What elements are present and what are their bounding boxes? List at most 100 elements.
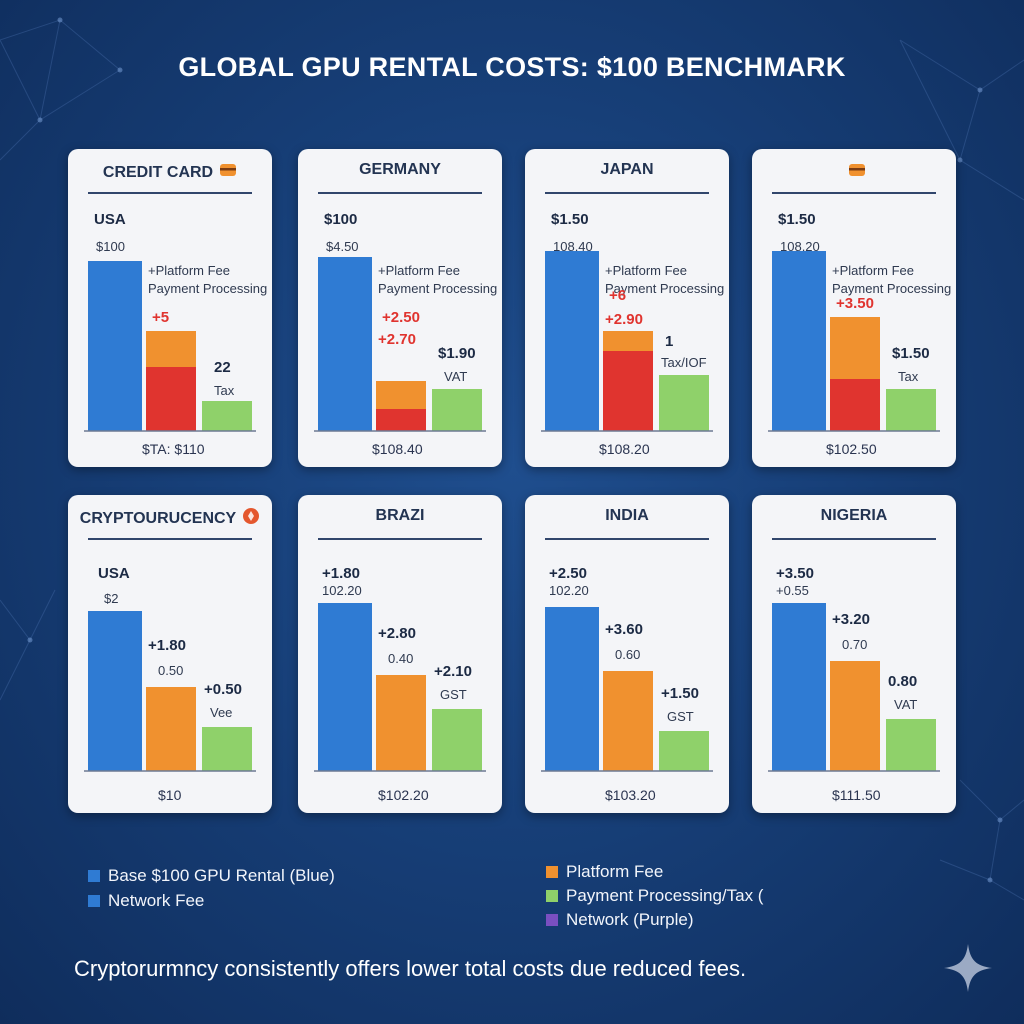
panel-title-rule — [318, 538, 482, 540]
annotation-platform-fee: +Platform Fee — [605, 263, 688, 278]
total-label: $102.20 — [378, 787, 429, 803]
platform-value-label: +2.80 — [378, 625, 416, 642]
bar-base-rental — [318, 257, 372, 431]
platform-value-label: +3.20 — [832, 611, 870, 628]
panel-title-wrap: INDIA — [525, 507, 729, 525]
panel-title-wrap: CRYPTOURUCENCY — [68, 507, 272, 528]
panel-subtitle: $1.50 — [778, 211, 816, 228]
panel-title: CREDIT CARD — [102, 164, 214, 181]
panel-title-rule — [545, 192, 709, 194]
fee-value-label: +1.50 — [661, 685, 699, 702]
bar-platform-fee — [376, 381, 426, 409]
chart-panel: BRAZI +1.80 102.20 +2.80 0.40 +2.10 GST $102.20 — [298, 495, 502, 813]
fee-label: Vee — [210, 705, 233, 720]
base-bar-label: $100 — [96, 239, 125, 254]
base-bar-label: +0.55 — [776, 583, 809, 598]
total-label: $TA: $110 — [142, 441, 205, 457]
bar-platform-fee — [146, 331, 196, 367]
total-label: $108.40 — [372, 441, 423, 457]
panel-subtitle: $1.50 — [551, 211, 589, 228]
bar-fee-tax — [659, 731, 709, 771]
fee-label: GST — [440, 687, 467, 702]
legend-label: Network Fee — [108, 891, 205, 910]
footer-caption: Cryptorurmncy consistently offers lower … — [74, 956, 747, 981]
bar-platform-fee — [146, 687, 196, 771]
tax-value-label: 1 — [665, 333, 674, 350]
panel-subtitle: USA — [98, 565, 130, 582]
base-bar-label: $4.50 — [326, 239, 359, 254]
panel-title-rule — [318, 192, 482, 194]
panel-title-wrap: NIGERIA — [752, 507, 956, 525]
legend-label: Base $100 GPU Rental (Blue) — [108, 866, 335, 885]
card-icon — [849, 164, 865, 176]
bar-payment-processing — [376, 409, 426, 431]
chart-panel: NIGERIA +3.50 +0.55 +3.20 0.70 0.80 VAT $111.50 — [752, 495, 956, 813]
tax-value-label: 22 — [214, 359, 231, 376]
bar-chart — [768, 603, 940, 772]
annotation-platform-fee: +Platform Fee — [148, 263, 231, 278]
tax-label: Tax — [898, 369, 919, 384]
annotation-payment-processing: Payment Processing — [605, 281, 725, 296]
coin-icon — [243, 508, 260, 524]
panel-title-rule — [88, 192, 252, 194]
stack-value-label: +2.50 — [382, 309, 420, 326]
base-bar-label: 102.20 — [549, 583, 589, 598]
bar-payment-processing — [830, 379, 880, 431]
fee-value-label: +2.10 — [434, 663, 472, 680]
total-label: $10 — [158, 787, 182, 803]
fee-value-label: 0.80 — [888, 673, 918, 690]
legend-label: Platform Fee — [566, 862, 664, 881]
fee-label: GST — [667, 709, 694, 724]
bar-base-rental — [88, 261, 142, 431]
panel-subtitle: +2.50 — [549, 565, 587, 582]
base-bar-label: 108.20 — [780, 239, 820, 254]
bar-base-rental — [772, 603, 826, 771]
panel-title-wrap: BRAZI — [298, 507, 502, 525]
stack-value-label: +3.50 — [836, 295, 874, 312]
panel-title-rule — [88, 538, 252, 540]
panel-title: CRYPTOURUCENCY — [79, 510, 237, 527]
annotation-platform-fee: +Platform Fee — [378, 263, 461, 278]
sparkle-icon — [944, 944, 992, 992]
fee-label: VAT — [894, 697, 918, 712]
panel-title-wrap: GERMANY — [298, 161, 502, 179]
chart-panel: $1.50 108.20 +Platform Fee Payment Processi… — [752, 149, 956, 467]
bar-fee-tax — [432, 709, 482, 771]
bar-chart — [84, 261, 256, 432]
total-label: $103.20 — [605, 787, 656, 803]
chart-panel: CREDIT CARD USA $100 +Platform Fee Payment P… — [68, 149, 272, 467]
total-label: $108.20 — [599, 441, 650, 457]
panel-title-wrap — [752, 161, 956, 182]
bar-chart — [768, 251, 940, 432]
bar-platform-fee — [603, 671, 653, 771]
chart-title: GLOBAL GPU RENTAL COSTS: $100 BENCHMARK — [178, 52, 846, 82]
base-bar-label: 102.20 — [322, 583, 362, 598]
bar-tax — [202, 401, 252, 431]
base-bar-label: 108.40 — [553, 239, 593, 254]
bar-chart — [541, 251, 713, 432]
panel-subtitle: $100 — [324, 211, 358, 228]
bar-base-rental — [545, 607, 599, 771]
annotation-payment-processing: Payment Processing — [378, 281, 498, 296]
bar-chart — [314, 257, 486, 432]
tax-value-label: $1.50 — [892, 345, 930, 362]
tax-label: Tax/IOF — [661, 355, 707, 370]
stack-value-label: +6 — [609, 287, 627, 304]
total-label: $111.50 — [832, 787, 881, 803]
platform-label: 0.50 — [158, 663, 184, 678]
legend-swatch-network-fee — [88, 895, 100, 907]
bar-tax — [886, 389, 936, 431]
stack-value-label: +5 — [152, 309, 170, 326]
bar-chart — [314, 603, 486, 772]
panel-subtitle: +1.80 — [322, 565, 360, 582]
platform-value-label: +3.60 — [605, 621, 643, 638]
panel-subtitle: USA — [94, 211, 126, 228]
panel-title: JAPAN — [600, 161, 654, 178]
chart-panel: INDIA +2.50 102.20 +3.60 0.60 +1.50 GST $103.20 — [525, 495, 729, 813]
bar-platform-fee — [830, 317, 880, 379]
chart-panel: CRYPTOURUCENCY USA $2 +1.80 0.50 +0.50 Vee $10 — [68, 495, 272, 813]
panel-title-rule — [772, 538, 936, 540]
legend-label: Network (Purple) — [566, 910, 694, 929]
panel-title-rule — [772, 192, 936, 194]
bar-base-rental — [318, 603, 372, 771]
